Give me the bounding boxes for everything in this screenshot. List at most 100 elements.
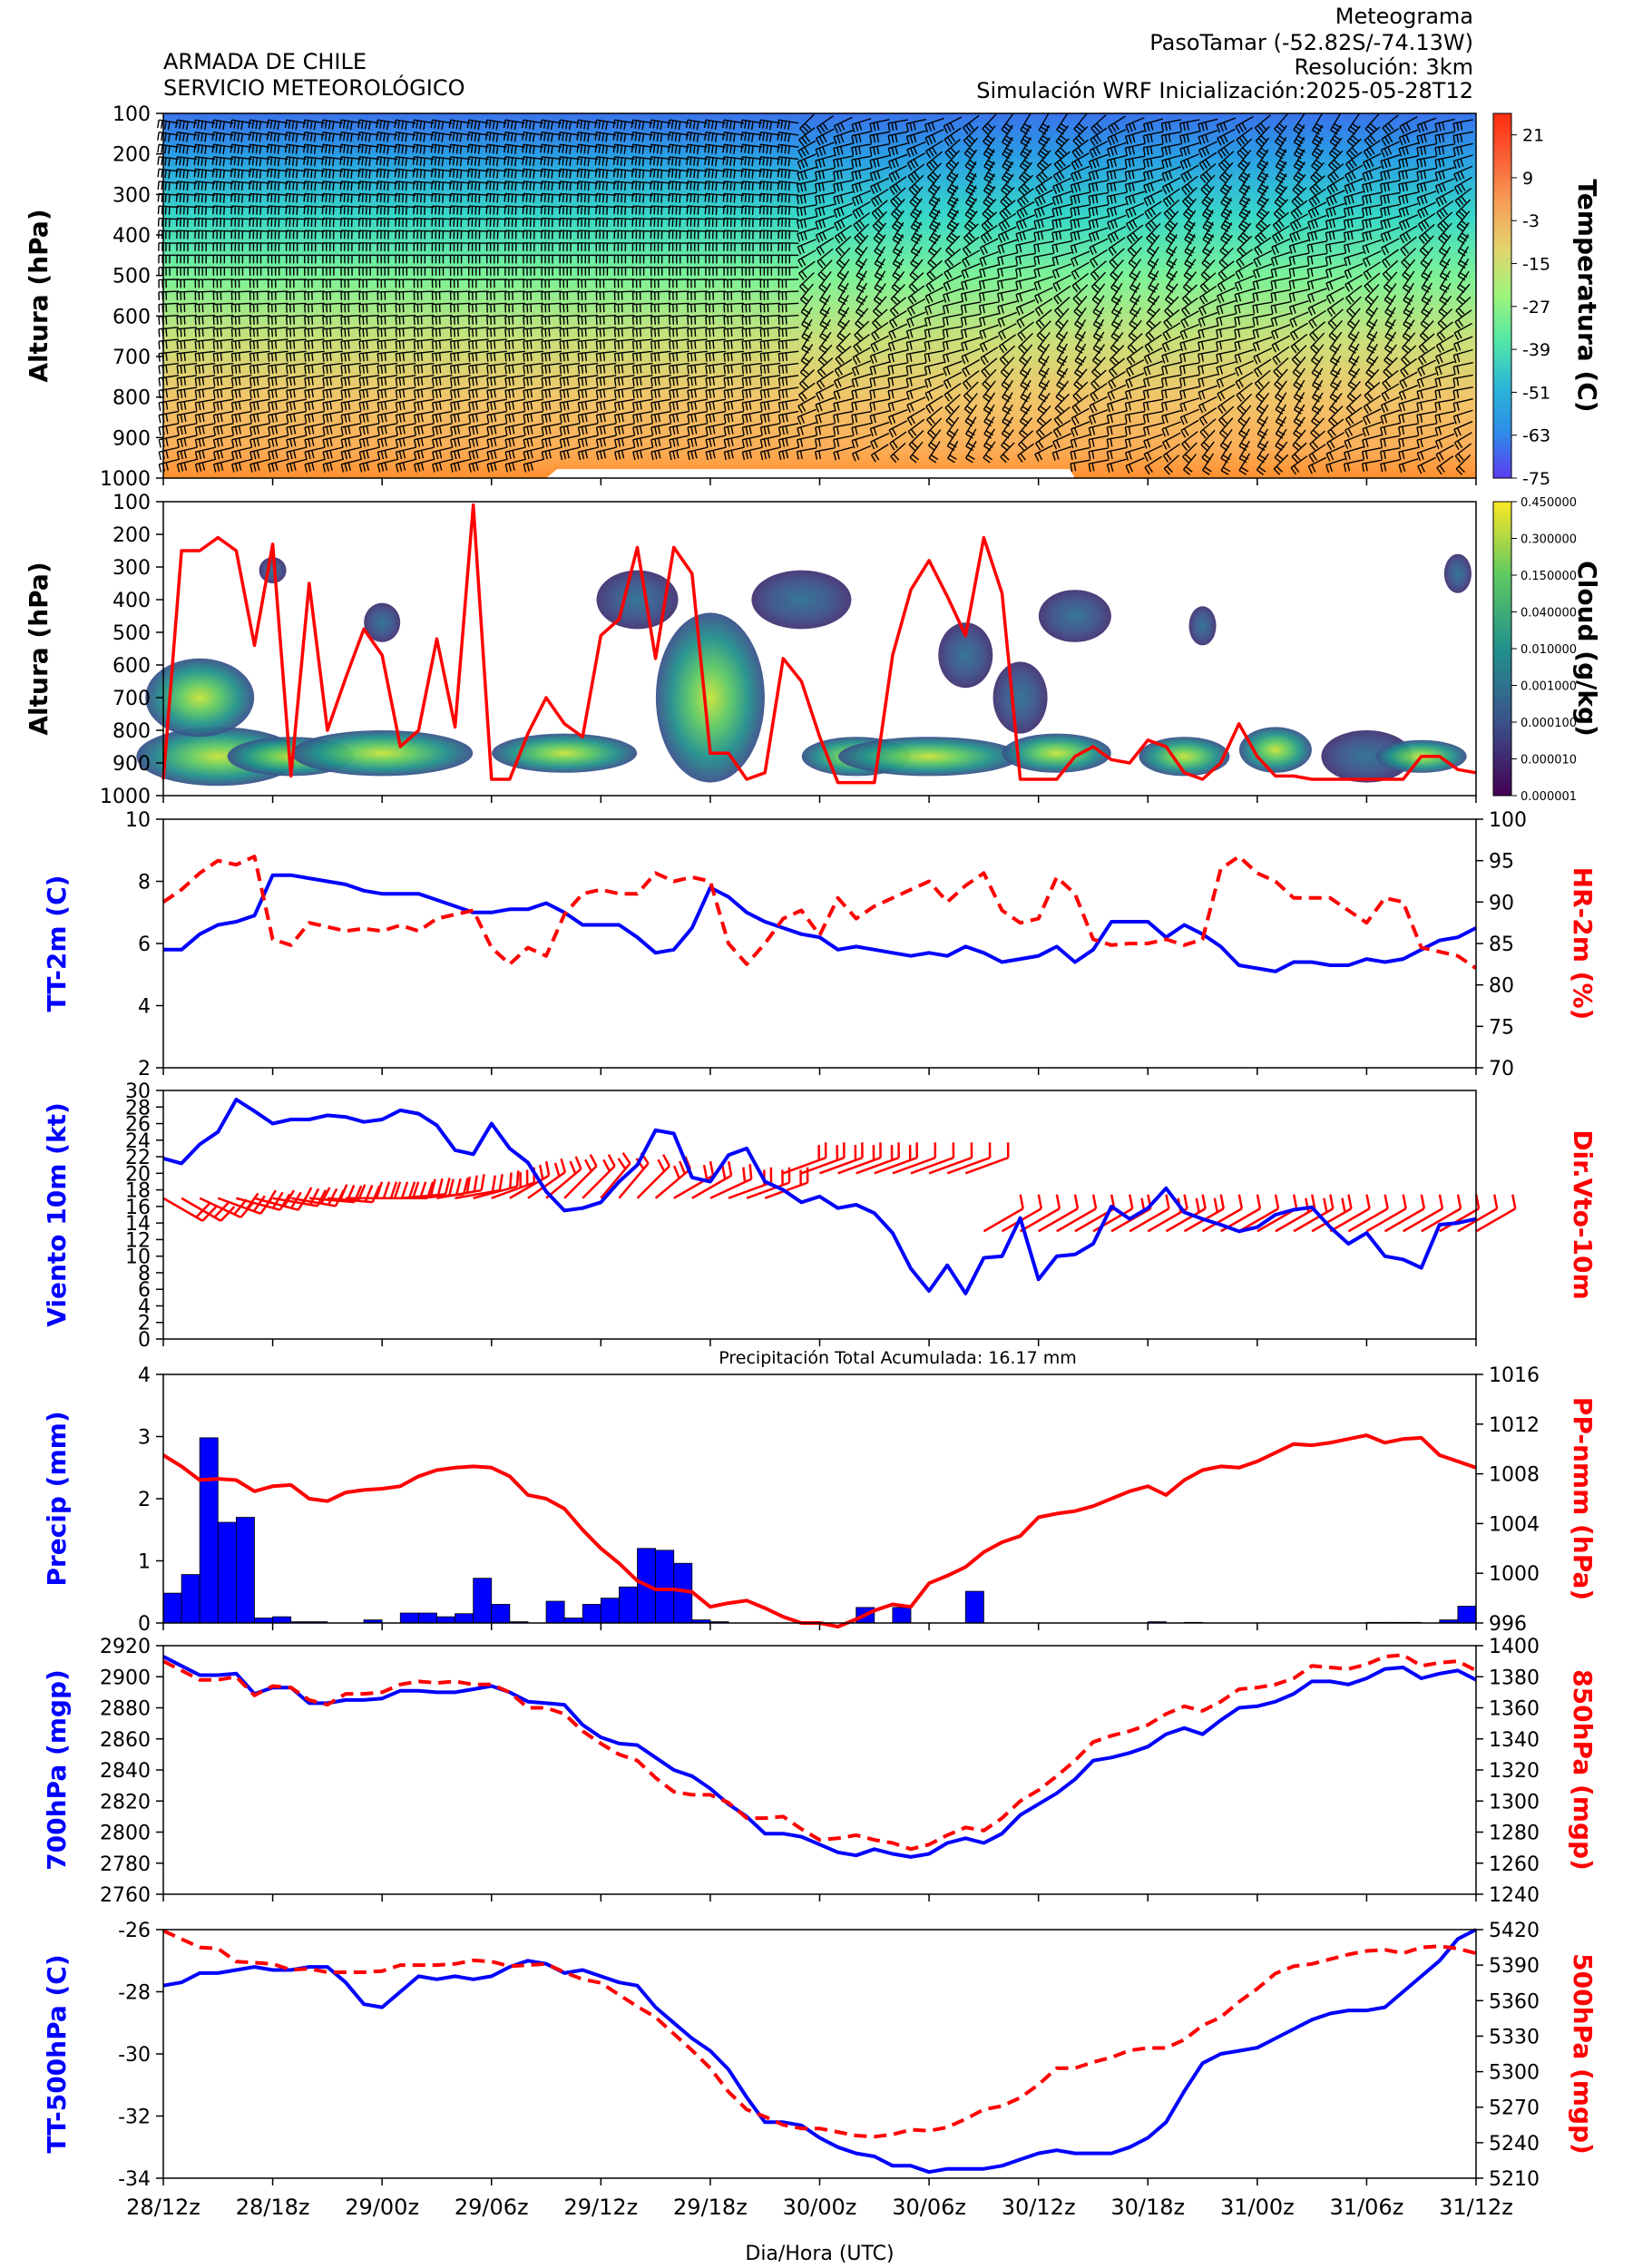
wind-barb-flag: [313, 121, 317, 131]
wind-barb: [195, 217, 216, 220]
wind-barb-flag: [204, 194, 207, 203]
wind-barb-flag: [182, 132, 185, 142]
wind-barb-flag: [595, 415, 599, 424]
wind-barb-flag: [601, 157, 605, 166]
wind-barb-flag: [286, 452, 289, 461]
wind-barb-flag: [234, 402, 238, 411]
wind-barb: [432, 217, 453, 220]
wind-barb-flag: [220, 365, 223, 374]
wind-barb: [560, 192, 581, 196]
wind-barb-flag: [416, 120, 419, 129]
wind-barb: [778, 362, 799, 367]
wind-barb-flag: [672, 389, 675, 398]
wind-barb-flag: [676, 376, 679, 386]
wind-barb-flag: [397, 132, 401, 142]
wind-barb-flag: [777, 426, 782, 436]
wind-barb-flag: [216, 377, 220, 386]
wind-barb-flag: [873, 171, 877, 181]
wind-barb: [705, 119, 726, 124]
wind-barb: [195, 290, 216, 293]
wind-barb-flag: [595, 353, 599, 362]
wind-barb-flag: [361, 193, 364, 202]
wind-barb-flag: [616, 120, 620, 129]
wind-barb-flag: [594, 144, 598, 153]
wind-barb-flag: [558, 193, 561, 202]
wind-barb-flag: [398, 402, 402, 411]
wind-barb-flag: [233, 169, 237, 178]
wind-barb-flag: [164, 206, 167, 215]
wind-barb-flag: [430, 144, 434, 153]
wind-barb-flag: [621, 194, 623, 203]
wind-barb-flag: [322, 341, 325, 350]
wind-barb-flag: [617, 377, 621, 386]
wind-barb-flag: [233, 181, 237, 191]
wind-barb-flag: [376, 205, 378, 215]
wind-barb-flag: [412, 144, 416, 153]
wind-barb-flag: [472, 377, 474, 386]
wind-barb-flag: [817, 195, 822, 204]
wind-barb-flag: [212, 341, 215, 350]
wind-barb-flag: [715, 194, 718, 203]
wind-barb-flag: [255, 157, 259, 166]
wind-barb-flag: [763, 389, 767, 398]
wind-barb-flag: [357, 132, 360, 141]
wind-barb: [560, 290, 581, 293]
wind-barb-flag: [559, 366, 562, 375]
wind-barb-flag: [435, 414, 438, 423]
wind-barb: [359, 302, 380, 306]
wind-barb-flag: [875, 308, 883, 315]
wind-barb: [523, 119, 543, 124]
wind-barb-flag: [526, 377, 529, 386]
wind-barb-flag: [709, 451, 712, 460]
wind-barb-flag: [819, 259, 826, 267]
wind-barb-flag: [758, 193, 761, 202]
wind-barb-flag: [576, 132, 580, 141]
wind-barb-flag: [259, 194, 262, 203]
wind-barb-flag: [606, 206, 609, 215]
wind-barb-flag: [256, 437, 260, 446]
wind-barb-flag: [876, 208, 884, 216]
wind-barb-flag: [194, 341, 197, 350]
wind-barb-flag: [696, 121, 699, 131]
wind-barb-flag: [816, 138, 821, 146]
wind-barb-flag: [459, 133, 463, 142]
wind-barb-flag: [577, 377, 581, 386]
wind-barb-flag: [599, 206, 601, 215]
wind-barb-flag: [366, 462, 370, 471]
wind-barb-flag: [460, 181, 463, 191]
wind-barb: [450, 362, 471, 367]
wind-barb: [468, 375, 489, 379]
wind-barb-flag: [544, 451, 548, 460]
wind-barb-flag: [357, 156, 360, 165]
wind-barb-flag: [658, 450, 661, 459]
wind-barb-flag: [220, 401, 223, 410]
wind-barb-flag: [676, 401, 680, 410]
wind-barb-flag: [697, 194, 699, 203]
wind-barb-flag: [851, 453, 856, 462]
wind-barb: [778, 375, 799, 379]
wind-barb-flag: [705, 328, 708, 337]
wind-barb: [432, 131, 453, 136]
wind-barb-flag: [343, 169, 346, 178]
wind-barb-flag: [504, 317, 507, 326]
wind-barb: [724, 423, 744, 428]
wind-barb-flag: [293, 327, 296, 337]
wind-barb-flag: [249, 464, 253, 473]
wind-barb-flag: [583, 194, 586, 203]
wind-barb-flag: [613, 193, 616, 202]
wind-barb-flag: [613, 328, 616, 337]
wind-barb-flag: [183, 316, 186, 325]
wind-barb-flag: [877, 220, 885, 228]
wind-barb-flag: [854, 237, 861, 245]
wind-barb-flag: [308, 389, 310, 398]
wind-barb-flag: [769, 194, 772, 203]
wind-barb-flag: [547, 194, 550, 203]
wind-barb-flag: [456, 352, 460, 361]
wind-barb-flag: [320, 120, 324, 129]
wind-barb: [797, 422, 817, 429]
wind-barb: [359, 290, 380, 293]
wind-barb-flag: [541, 328, 543, 337]
wind-barb-flag: [617, 365, 621, 374]
location-label: PasoTamar (-52.82S/-74.13W): [1149, 30, 1473, 55]
wind-barb-flag: [595, 426, 600, 436]
